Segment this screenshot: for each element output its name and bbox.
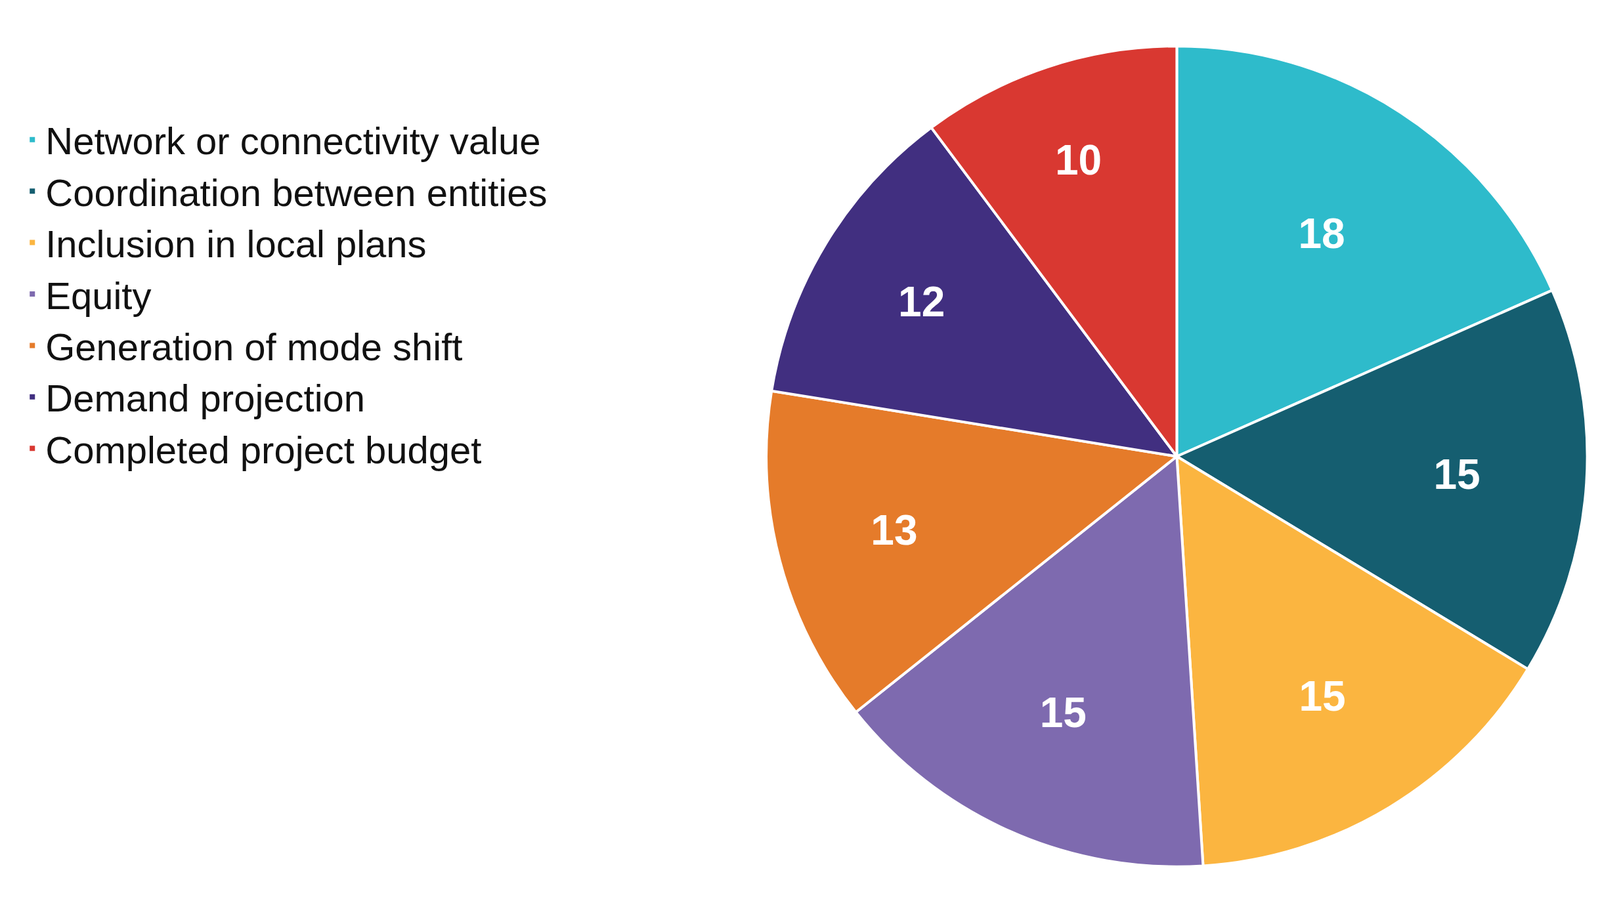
- svg-text:12: 12: [898, 278, 945, 326]
- svg-text:15: 15: [1433, 451, 1480, 499]
- svg-text:Network or connectivity value: Network or connectivity value: [45, 119, 541, 163]
- svg-text:Equity: Equity: [45, 274, 152, 318]
- svg-text:15: 15: [1298, 672, 1346, 721]
- svg-text:Generation of mode shift: Generation of mode shift: [45, 325, 463, 369]
- svg-text:Completed project budget: Completed project budget: [45, 428, 482, 472]
- svg-text:18: 18: [1298, 210, 1346, 258]
- svg-text:Inclusion in local plans: Inclusion in local plans: [45, 222, 427, 266]
- svg-text:13: 13: [870, 506, 918, 555]
- svg-text:Demand projection: Demand projection: [45, 376, 366, 420]
- svg-text:15: 15: [1039, 689, 1087, 737]
- svg-text:10: 10: [1055, 136, 1102, 184]
- svg-text:Coordination between entities: Coordination between entities: [45, 171, 547, 215]
